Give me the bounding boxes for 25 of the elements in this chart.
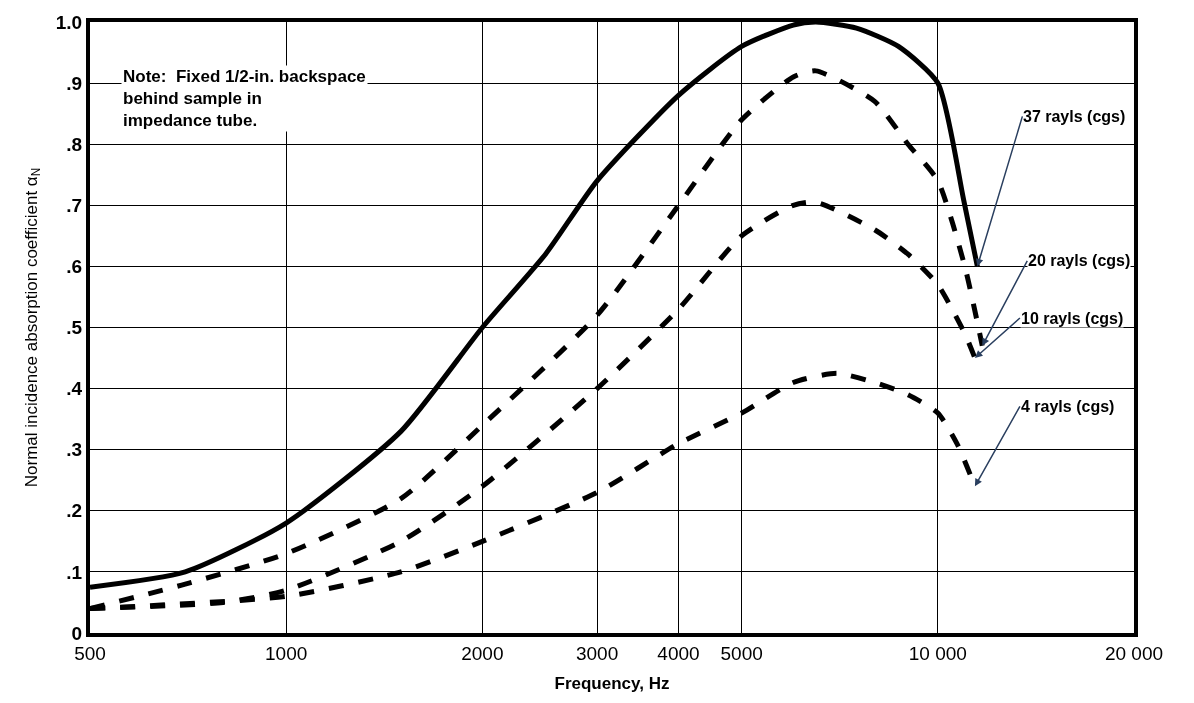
x-tick-label: 1000 [265,642,308,664]
x-tick-label: 20 000 [1104,642,1164,664]
y-tick-label: .4 [66,378,83,400]
text: 10 rayls (cgs) [1021,310,1124,327]
text: 4 rayls (cgs) [1021,398,1115,415]
y-tick-label: .1 [66,561,83,583]
y-tick-label: .6 [66,256,83,278]
text: 37 rayls (cgs) [1023,108,1126,125]
x-tick-label: 5000 [720,642,763,664]
x-tick-label: 4000 [657,642,700,664]
y-tick-label: .8 [66,133,83,155]
x-tick-label: 3000 [575,642,619,664]
y-tick-label: .7 [66,194,83,216]
x-tick-label: 2000 [461,642,504,664]
y-tick-label: 0 [71,622,83,644]
x-tick-label: 500 [74,642,106,664]
annotation: Note: Fixed 1/2-in. backspace behind sample in impedance tube. [123,67,366,131]
text: 20 rayls (cgs) [1028,252,1131,269]
y-tick-label: .3 [66,439,83,461]
x-axis-title: Frequency, Hz [554,673,670,693]
y-tick-label: 1.0 [55,11,83,33]
y-tick-label: .5 [66,317,83,339]
y-tick-label: .9 [66,72,83,94]
y-tick-label: .2 [66,500,83,522]
x-tick-label: 10 000 [908,642,967,664]
